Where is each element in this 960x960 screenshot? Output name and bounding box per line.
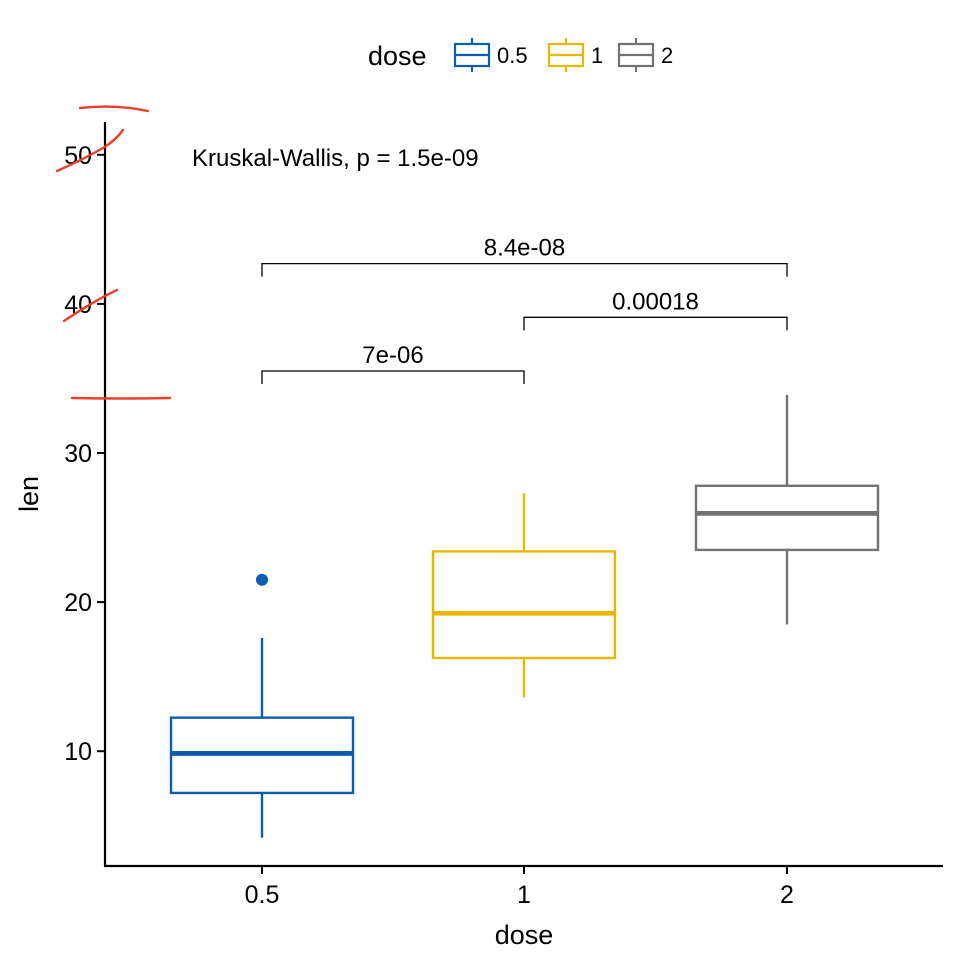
comparison-brackets: 7e-06 0.00018 8.4e-08 — [261, 235, 788, 384]
bracket-p-value: 8.4e-08 — [484, 235, 565, 262]
legend: dose 0.5 1 2 — [368, 38, 673, 72]
markup-stroke-40 — [62, 288, 119, 323]
bracket-p-value: 0.00018 — [612, 288, 699, 315]
bracket-line — [261, 370, 525, 384]
box-1 — [431, 493, 617, 698]
markup-stroke-35 — [70, 396, 172, 400]
outlier-point — [256, 573, 268, 586]
markup-stroke-top — [78, 105, 150, 113]
y-tick-label: 20 — [64, 589, 92, 617]
x-tick-label: 0.5 — [245, 881, 280, 909]
bracket-p-value: 7e-06 — [362, 342, 423, 369]
legend-entries: 0.5 1 2 — [453, 38, 673, 72]
bracket-0.5-2: 8.4e-08 — [261, 235, 788, 277]
legend-key — [547, 38, 585, 72]
x-tick-label: 1 — [517, 881, 531, 909]
iqr-box — [431, 550, 617, 660]
markup-strokes — [55, 105, 172, 400]
x-ticks: 0.5 1 2 — [245, 866, 794, 909]
legend-title: dose — [368, 41, 427, 71]
kruskal-wallis-annotation: Kruskal-Wallis, p = 1.5e-09 — [192, 145, 479, 172]
y-tick-label: 10 — [64, 738, 92, 766]
bracket-line — [261, 262, 788, 277]
bracket-0.5-1: 7e-06 — [261, 342, 525, 384]
iqr-box — [694, 484, 880, 552]
box-2 — [694, 394, 880, 625]
y-tick-label: 30 — [64, 440, 92, 468]
y-axis-title: len — [14, 476, 44, 512]
legend-label: 0.5 — [497, 43, 528, 68]
bracket-1-2: 0.00018 — [523, 288, 788, 331]
legend-key — [617, 38, 655, 72]
boxes — [169, 394, 880, 838]
x-axis-title: dose — [495, 920, 554, 950]
x-tick-label: 2 — [780, 881, 794, 909]
markup-stroke-50 — [55, 128, 125, 173]
bracket-line — [523, 316, 788, 331]
legend-key — [453, 38, 491, 72]
legend-entry-0.5: 0.5 — [453, 38, 528, 72]
box-0.5 — [169, 573, 355, 838]
legend-label: 2 — [661, 43, 673, 68]
legend-entry-2: 2 — [617, 38, 673, 72]
legend-label: 1 — [591, 43, 603, 68]
legend-entry-1: 1 — [547, 38, 603, 72]
